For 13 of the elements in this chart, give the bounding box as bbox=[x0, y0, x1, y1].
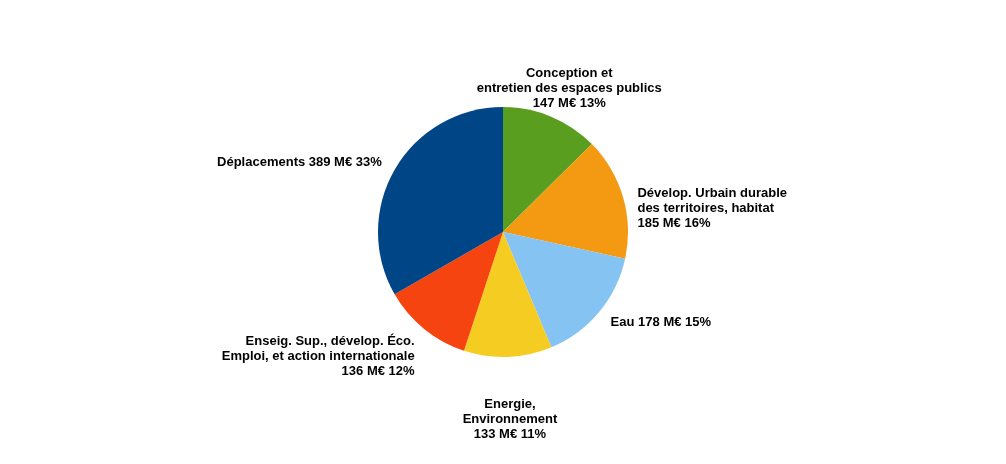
slice-label: Conception et entretien des espaces publics bbox=[476, 65, 662, 96]
pie-slice bbox=[503, 144, 628, 259]
slice-label: Déplacements 389 M€ 33% bbox=[217, 153, 383, 169]
slice-label: Enseig. Sup., dévelop. Éco. Emploi, et action internationale bbox=[221, 332, 415, 363]
pie-slice bbox=[503, 107, 592, 232]
data-label: 185 M€ 16% bbox=[637, 214, 711, 230]
data-label: 136 M€ 12% bbox=[341, 362, 416, 378]
slice-label: Eau 178 M€ 15% bbox=[610, 313, 712, 329]
data-label: 147 M€ 13% bbox=[532, 95, 607, 111]
slice-label: Energie, Environnement bbox=[462, 395, 558, 426]
data-label: 133 M€ 11% bbox=[473, 425, 547, 441]
slice-label: Dévelop. Urbain durable des territoires, habitat bbox=[637, 184, 787, 215]
pie-slice bbox=[463, 232, 552, 357]
